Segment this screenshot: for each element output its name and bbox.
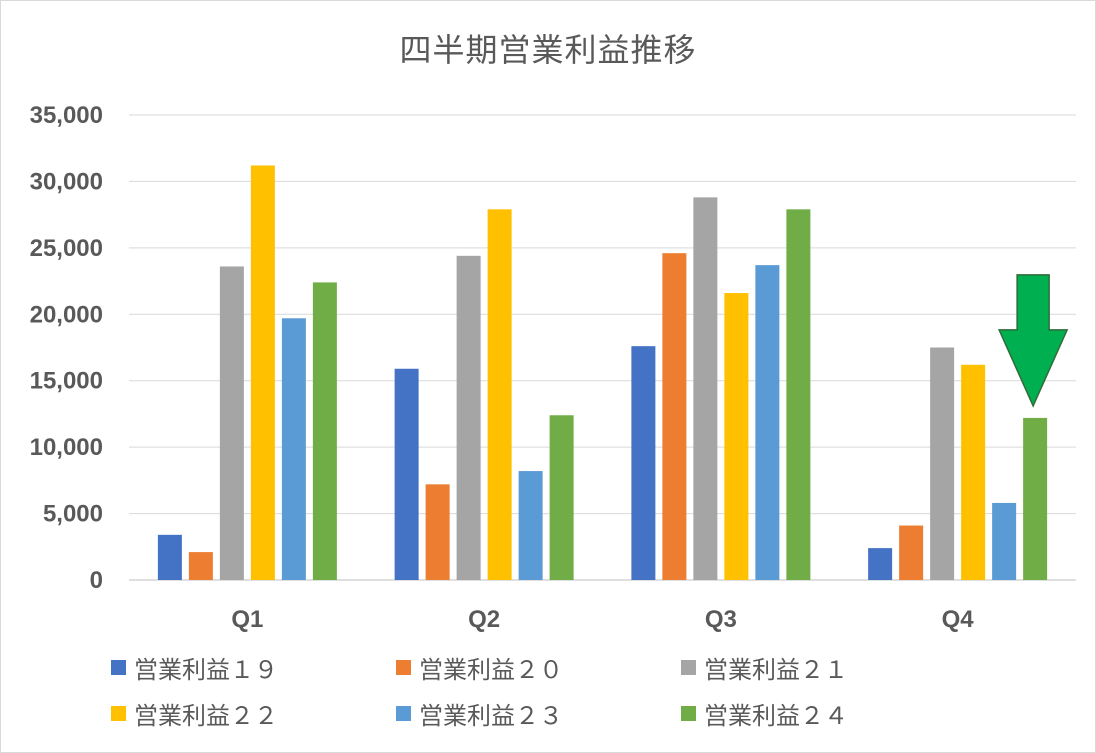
bar [662,253,687,580]
annotations [997,274,1069,408]
legend-item-20: 営業利益２０ [396,651,681,684]
legend-swatch [111,705,126,721]
down-arrow-icon [997,274,1069,408]
x-tick-label: Q1 [231,606,263,633]
bar [250,165,275,580]
legend-item-24: 営業利益２４ [681,697,966,730]
chart-title: 四半期営業利益推移 [399,31,697,69]
legend-swatch [681,705,696,721]
y-axis-ticks: 0 5,000 10,000 15,000 20,000 25,000 30,000 35,0… [30,102,103,594]
bar [312,282,337,580]
x-tick-label: Q3 [705,606,737,633]
y-tick-label: 30,000 [30,168,103,195]
bar [930,347,955,580]
bar [755,265,780,580]
bars [157,165,1048,581]
legend-swatch [396,659,411,675]
legend-label: 営業利益２４ [704,701,848,730]
legend-label: 営業利益２０ [419,655,563,684]
bar [188,552,213,580]
legend-swatch [111,659,126,675]
bar [1023,417,1048,580]
legend-swatch [681,659,696,675]
bar [425,484,450,580]
bar [899,525,924,580]
x-tick-label: Q4 [942,606,975,633]
legend-label: 営業利益２１ [704,655,848,684]
legend-item-23: 営業利益２３ [396,697,681,730]
legend-item-19: 営業利益１９ [111,651,396,684]
bar [693,197,718,580]
x-axis-ticks: Q1 Q2 Q3 Q4 [231,606,974,633]
bar [157,534,182,580]
y-tick-label: 20,000 [30,301,103,328]
plot-area: 0 5,000 10,000 15,000 20,000 25,000 30,000 35,0… [30,102,1076,633]
bar [219,266,244,580]
bar [724,293,749,580]
bar [992,502,1017,580]
bar [394,368,419,580]
bar [487,209,512,581]
bar [868,548,893,580]
bar [549,415,574,580]
legend: 営業利益１９ 営業利益２０ 営業利益２１ 営業利益２２ 営業利益２３ 営業利益２… [111,651,1011,730]
bar [631,346,656,580]
y-tick-label: 25,000 [30,235,103,262]
y-tick-label: 5,000 [43,501,103,528]
legend-item-22: 営業利益２２ [111,697,396,730]
x-tick-label: Q2 [468,606,500,633]
y-tick-label: 35,000 [30,102,103,129]
y-tick-label: 15,000 [30,368,103,395]
y-tick-label: 10,000 [30,434,103,461]
bar [961,364,986,580]
y-tick-label: 0 [90,567,103,594]
legend-item-21: 営業利益２１ [681,651,966,684]
bar [281,318,306,580]
legend-swatch [396,705,411,721]
bar [456,255,481,581]
bar [518,471,543,580]
legend-label: 営業利益１９ [134,655,278,684]
legend-label: 営業利益２３ [419,701,563,730]
legend-label: 営業利益２２ [134,701,278,730]
bar [786,209,811,581]
